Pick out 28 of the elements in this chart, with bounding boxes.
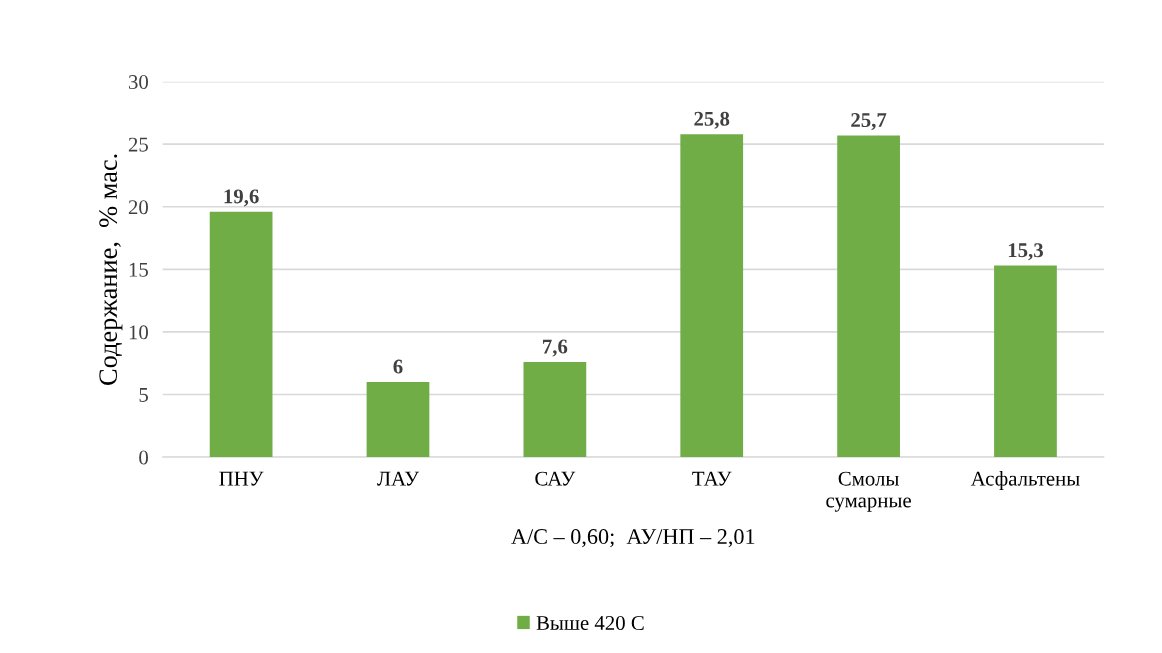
y-tick-label: 15 [129, 262, 148, 277]
bar [680, 134, 744, 458]
x-tick-label: Смолы сумарные [826, 471, 911, 512]
y-tick-label: 25 [128, 137, 148, 152]
y-tick-label: 5 [139, 388, 148, 402]
x-tick-label: Асфальтены [970, 470, 1080, 490]
data-label: 19,6 [224, 189, 259, 207]
data-label: 6 [393, 359, 403, 374]
bar [366, 382, 430, 458]
y-tick-label: 10 [129, 325, 148, 340]
data-label: 7,6 [543, 339, 568, 357]
bar [994, 265, 1057, 458]
x-axis-title: А/С – 0,60; АУ/НП – 2,01 [511, 529, 755, 548]
y-axis-title: Содержание, % мас. [99, 154, 123, 385]
data-label: 15,3 [1008, 243, 1043, 261]
data-label: 25,8 [694, 111, 730, 129]
bar [837, 135, 900, 458]
bar [209, 211, 273, 458]
y-tick-label: 20 [128, 200, 148, 215]
y-tick-label: 0 [139, 450, 148, 465]
legend-label: Выше 420 С [536, 615, 644, 631]
x-tick-label: ЛАУ [377, 471, 420, 486]
y-tick-label: 30 [128, 75, 148, 90]
bar [523, 361, 587, 458]
x-tick-label: САУ [535, 471, 576, 486]
x-tick-label: ТАУ [692, 471, 732, 486]
x-tick-label: ПНУ [219, 471, 264, 486]
data-label: 25,7 [851, 113, 887, 131]
